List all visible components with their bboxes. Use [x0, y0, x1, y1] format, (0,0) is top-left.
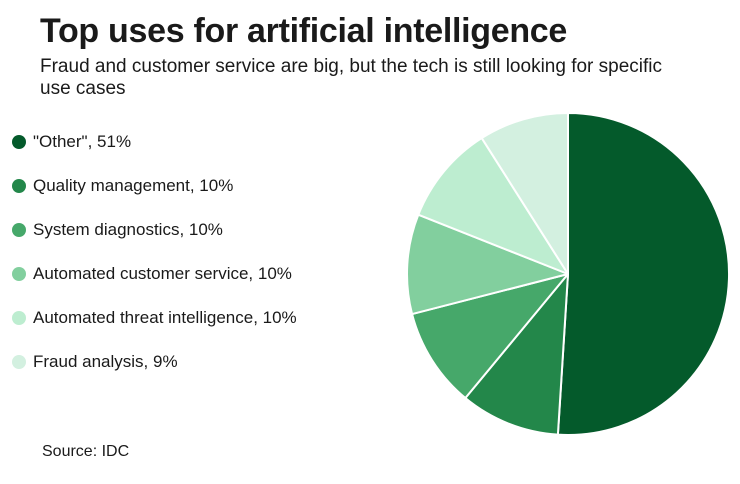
pie-slice-quality-management [464, 273, 569, 436]
legend-item-fraud-analysis: Fraud analysis, 9% [12, 340, 297, 384]
legend-swatch [12, 311, 26, 325]
chart-subtitle: Fraud and customer service are big, but … [40, 56, 663, 99]
legend: "Other", 51% Quality management, 10% Sys… [12, 132, 297, 397]
legend-label: Quality management, 10% [33, 176, 234, 195]
legend-item-automated-customer-service: Automated customer service, 10% [12, 252, 297, 296]
legend-label: System diagnostics, 10% [33, 220, 223, 239]
legend-label: Fraud analysis, 9% [33, 352, 178, 371]
legend-label: Automated threat intelligence, 10% [33, 308, 297, 327]
pie-slice-other [556, 112, 731, 436]
source-note: Source: IDC [42, 443, 130, 460]
legend-item-system-diagnostics: System diagnostics, 10% [12, 208, 297, 252]
legend-item-automated-threat-intelligence: Automated threat intelligence, 10% [12, 296, 297, 340]
legend-swatch [12, 135, 26, 149]
legend-swatch [12, 179, 26, 193]
legend-label: Automated customer service, 10% [33, 264, 292, 283]
legend-label: "Other", 51% [33, 132, 132, 151]
legend-item-quality-management: Quality management, 10% [12, 164, 297, 208]
chart-title: Top uses for artificial intelligence [40, 12, 568, 50]
legend-item-other: "Other", 51% [12, 120, 297, 164]
legend-swatch [12, 267, 26, 281]
pie-slice-automated-customer-service [406, 213, 569, 316]
legend-swatch [12, 223, 26, 237]
pie-slice-automated-threat-intelligence [417, 137, 569, 275]
legend-swatch [12, 355, 26, 369]
pie-slice-fraud-analysis [480, 112, 569, 275]
